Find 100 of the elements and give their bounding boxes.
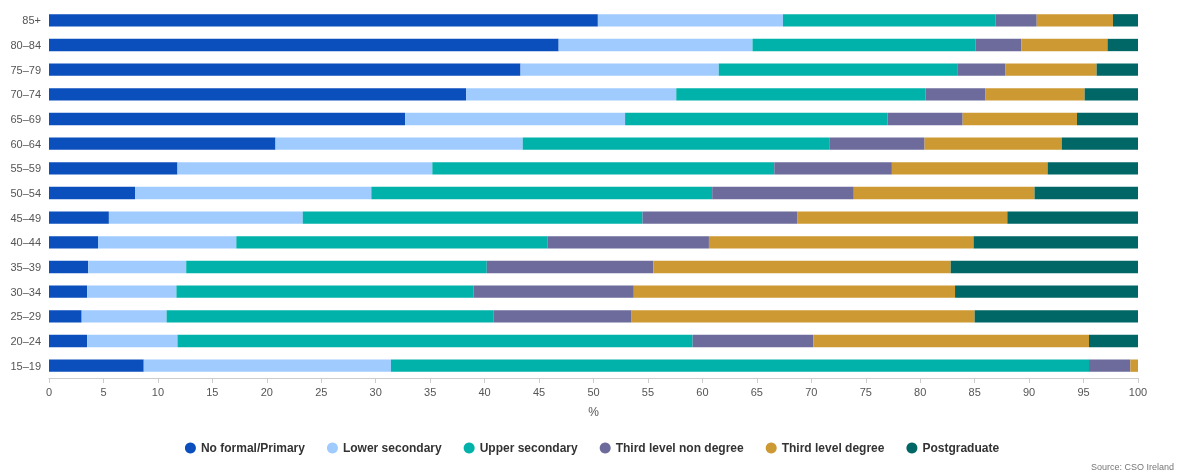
x-tick-label: 60 bbox=[696, 385, 709, 398]
bar bbox=[520, 63, 719, 76]
bar bbox=[955, 285, 1138, 298]
x-tick-label: 15 bbox=[206, 385, 219, 398]
bar bbox=[1047, 162, 1138, 175]
bar bbox=[49, 310, 82, 323]
x-tick-label: 25 bbox=[315, 385, 328, 398]
x-tick-label: 45 bbox=[532, 385, 546, 398]
bar bbox=[1005, 63, 1097, 76]
legend-label: No formal/Primary bbox=[200, 441, 306, 455]
bar bbox=[853, 186, 1035, 200]
bar bbox=[486, 260, 654, 274]
bar bbox=[493, 310, 632, 323]
source-note: Source: CSO Ireland bbox=[1090, 461, 1175, 472]
bar bbox=[962, 112, 1078, 126]
bar bbox=[1061, 137, 1138, 150]
y-tick-label: 40–44 bbox=[10, 236, 41, 249]
x-tick-label: 5 bbox=[100, 385, 107, 398]
y-tick-label: 85+ bbox=[22, 14, 41, 27]
bar bbox=[950, 260, 1138, 274]
bar bbox=[692, 334, 814, 348]
bar bbox=[625, 112, 888, 126]
bar bbox=[466, 88, 677, 101]
x-tick-label: 75 bbox=[859, 385, 872, 398]
y-tick-label: 55–59 bbox=[10, 162, 41, 175]
bar bbox=[186, 260, 487, 274]
bar bbox=[177, 162, 433, 175]
y-tick-label: 75–79 bbox=[10, 63, 41, 76]
bar bbox=[81, 310, 167, 323]
bar bbox=[49, 211, 109, 224]
y-tick-label: 20–24 bbox=[10, 335, 41, 347]
x-tick-label: 55 bbox=[641, 385, 655, 398]
bar bbox=[1007, 211, 1138, 224]
bar bbox=[390, 359, 1089, 372]
bar bbox=[975, 38, 1022, 52]
bar bbox=[177, 334, 693, 348]
bar bbox=[782, 14, 996, 27]
bar bbox=[49, 162, 178, 175]
bar bbox=[49, 137, 276, 150]
bar bbox=[49, 38, 559, 52]
x-tick-label: 40 bbox=[478, 385, 491, 398]
legend-label: Third level non degree bbox=[615, 441, 745, 455]
bar bbox=[302, 211, 643, 224]
bar bbox=[176, 285, 474, 298]
bar bbox=[924, 137, 1062, 150]
x-tick-label: 80 bbox=[914, 385, 927, 398]
bar bbox=[1034, 186, 1138, 200]
bar bbox=[973, 236, 1138, 249]
bar bbox=[87, 334, 178, 348]
bar bbox=[49, 285, 88, 298]
x-tick-label: 50 bbox=[587, 385, 600, 398]
bar bbox=[1021, 38, 1108, 52]
bar bbox=[633, 285, 956, 298]
bar bbox=[797, 211, 1008, 224]
bar bbox=[135, 186, 372, 200]
bar bbox=[1077, 112, 1138, 126]
bar bbox=[1112, 14, 1138, 27]
bar bbox=[49, 88, 467, 101]
x-tick-label: 95 bbox=[1077, 385, 1090, 398]
y-tick-label: 65–69 bbox=[10, 113, 41, 125]
bar bbox=[49, 112, 406, 126]
bar bbox=[774, 162, 892, 175]
bar bbox=[813, 334, 1089, 348]
bar bbox=[405, 112, 626, 126]
x-tick-label: 65 bbox=[750, 385, 763, 398]
bar bbox=[1107, 38, 1138, 52]
bar bbox=[371, 186, 713, 200]
bar bbox=[49, 63, 521, 76]
bar bbox=[1036, 14, 1113, 27]
bar bbox=[642, 211, 798, 224]
bar bbox=[1096, 63, 1138, 76]
bar bbox=[49, 236, 99, 249]
x-tick-label: 35 bbox=[424, 385, 437, 398]
bar bbox=[49, 186, 136, 200]
x-tick-label: 30 bbox=[369, 385, 382, 398]
bar bbox=[522, 137, 830, 150]
bar bbox=[166, 310, 494, 323]
bar bbox=[275, 137, 523, 150]
x-tick-label: 85 bbox=[968, 385, 981, 398]
y-tick-label: 45–49 bbox=[10, 211, 41, 224]
y-tick-label: 25–29 bbox=[10, 310, 41, 323]
bar bbox=[1084, 88, 1138, 101]
bar bbox=[995, 14, 1037, 27]
bar bbox=[653, 260, 951, 274]
x-axis-title: % bbox=[588, 405, 600, 419]
y-tick-label: 60–64 bbox=[10, 137, 41, 150]
x-tick-label: 100 bbox=[1128, 385, 1148, 398]
bar bbox=[1130, 359, 1138, 372]
bar bbox=[98, 236, 237, 249]
bar bbox=[925, 88, 986, 101]
bar bbox=[829, 137, 925, 150]
y-tick-label: 70–74 bbox=[10, 88, 41, 101]
bar bbox=[558, 38, 753, 52]
y-tick-label: 35–39 bbox=[10, 261, 41, 273]
bar bbox=[887, 112, 963, 126]
y-tick-label: 80–84 bbox=[10, 39, 41, 51]
bar bbox=[1088, 334, 1138, 348]
bar bbox=[974, 310, 1138, 323]
bar bbox=[88, 260, 187, 274]
legend-label: Upper secondary bbox=[479, 441, 578, 455]
